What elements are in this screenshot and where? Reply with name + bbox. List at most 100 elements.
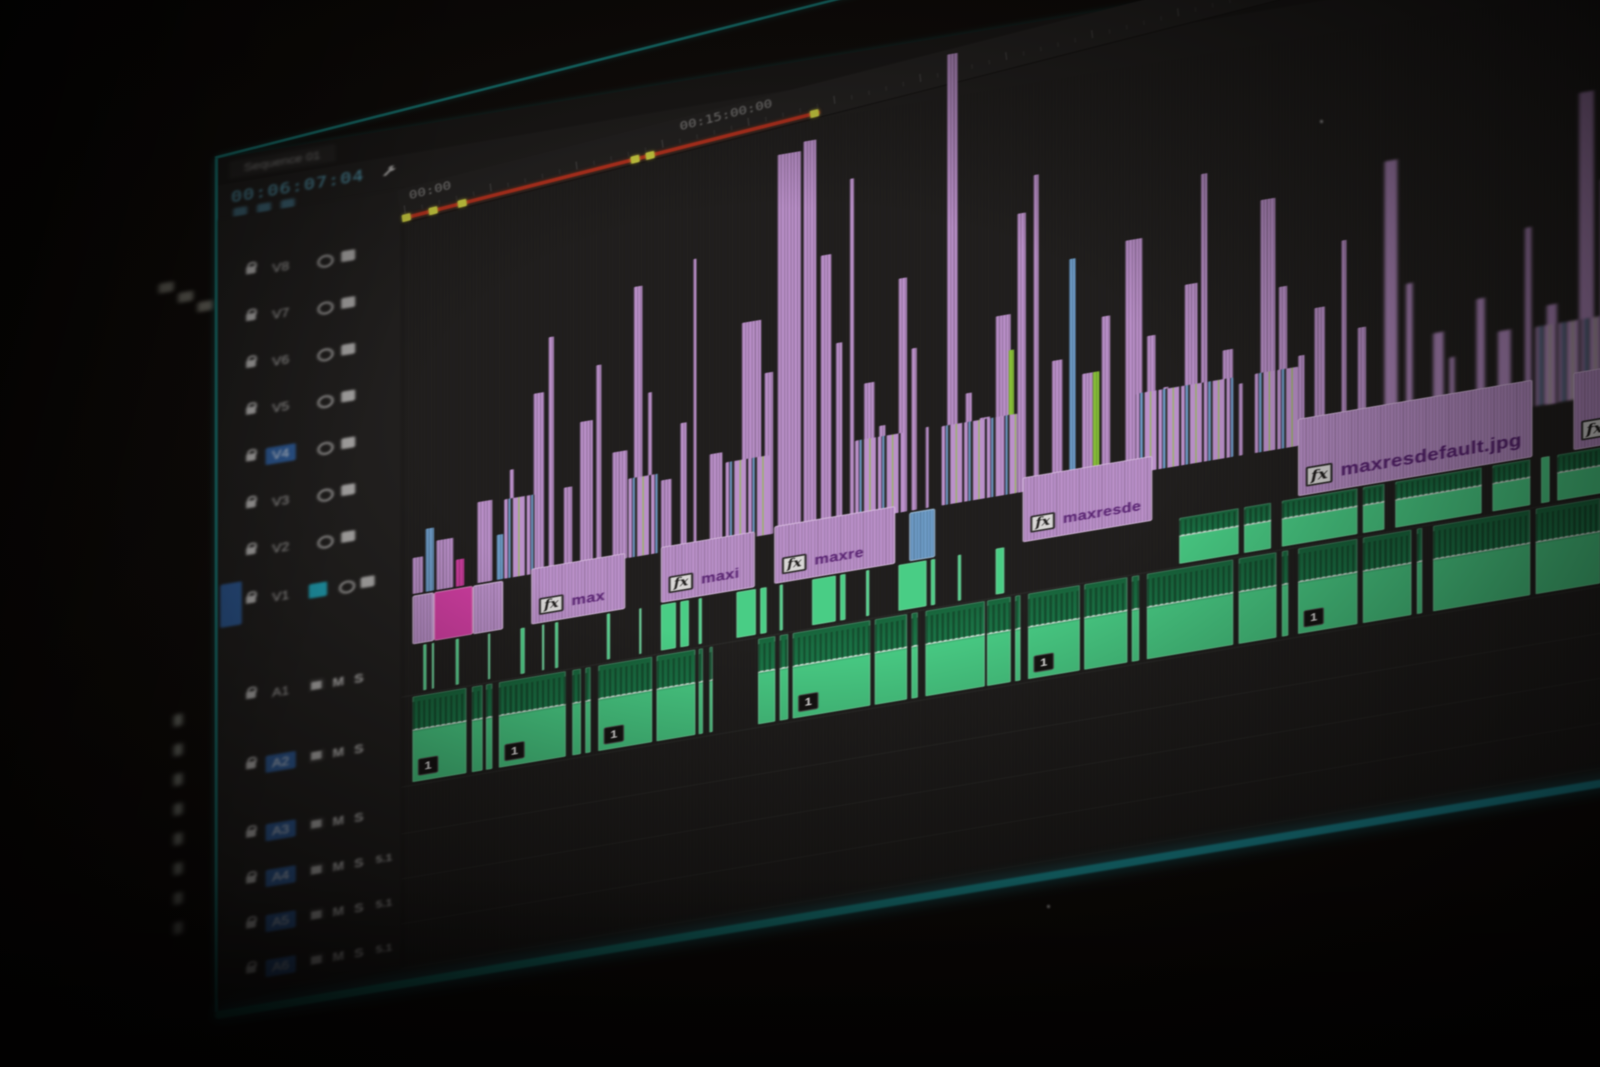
audio-clip[interactable] xyxy=(898,560,926,611)
track-lock-icon[interactable] xyxy=(246,761,256,770)
sync-lock-icon[interactable] xyxy=(309,863,324,877)
audio-clip[interactable] xyxy=(488,633,490,679)
sync-lock-icon[interactable] xyxy=(341,483,355,496)
stacked-clip-bar[interactable] xyxy=(850,178,854,521)
audio-clip[interactable] xyxy=(709,646,712,732)
audio-clip[interactable] xyxy=(699,648,703,734)
audio-clip[interactable] xyxy=(456,639,459,685)
stacked-clip-bar[interactable] xyxy=(836,342,842,523)
audio-clip[interactable] xyxy=(555,622,558,668)
solo-button[interactable]: S xyxy=(354,901,363,916)
track-target-button-a3[interactable]: A3 xyxy=(266,819,296,841)
solo-button[interactable]: S xyxy=(354,741,363,756)
track-lock-icon[interactable] xyxy=(246,453,256,462)
timeline-clip[interactable] xyxy=(434,586,473,641)
solo-button[interactable]: S xyxy=(354,671,363,686)
thin-clip-cluster[interactable] xyxy=(1001,414,1017,496)
solo-button[interactable]: S xyxy=(354,810,363,825)
stacked-clip-bar[interactable] xyxy=(803,139,816,528)
audio-clip[interactable] xyxy=(607,613,610,659)
audio-clip[interactable] xyxy=(1363,530,1412,624)
track-target-button-v3[interactable]: V3 xyxy=(266,490,296,512)
v1-source-indicator[interactable] xyxy=(309,581,327,598)
track-lock-icon[interactable] xyxy=(246,546,256,555)
sequence-marker[interactable] xyxy=(810,109,819,118)
stacked-clip-bar[interactable] xyxy=(1101,315,1110,478)
track-lock-icon[interactable] xyxy=(246,595,256,604)
track-target-button-a2[interactable]: A2 xyxy=(266,751,296,773)
stacked-clip-bar[interactable] xyxy=(1239,383,1243,456)
toggle-track-output-eye-icon[interactable] xyxy=(317,441,333,456)
audio-clip[interactable] xyxy=(699,598,702,644)
track-target-button-a1[interactable]: A1 xyxy=(266,681,296,703)
sync-lock-icon[interactable] xyxy=(341,343,355,356)
track-target-button-v6[interactable]: V6 xyxy=(266,349,296,371)
fx-badge[interactable]: fx xyxy=(668,572,693,593)
stacked-clip-bar[interactable] xyxy=(564,486,573,568)
audio-clip[interactable] xyxy=(1015,595,1020,681)
audio-clip[interactable] xyxy=(472,685,483,772)
track-lock-icon[interactable] xyxy=(246,312,256,321)
track-lock-icon[interactable] xyxy=(246,266,256,275)
stacked-clip-bar[interactable] xyxy=(1384,159,1397,431)
track-target-button-v7[interactable]: V7 xyxy=(266,303,296,325)
timeline-settings-wrench-icon[interactable] xyxy=(380,163,397,185)
track-target-button-v8[interactable]: V8 xyxy=(266,256,296,278)
audio-clip[interactable] xyxy=(1084,577,1127,670)
stacked-clip-bar[interactable] xyxy=(533,392,544,574)
sequence-marker[interactable] xyxy=(645,151,654,160)
audio-clip[interactable] xyxy=(1147,559,1233,659)
mute-button[interactable]: M xyxy=(333,949,345,964)
toggle-track-output-eye-icon[interactable] xyxy=(317,300,333,315)
stacked-clip-bar[interactable] xyxy=(425,527,434,591)
audio-clip[interactable] xyxy=(680,600,689,647)
timeline-clip[interactable] xyxy=(473,581,503,635)
sync-lock-icon[interactable] xyxy=(309,678,324,692)
track-lock-icon[interactable] xyxy=(246,359,256,368)
fx-badge[interactable]: fx xyxy=(782,553,807,574)
sync-lock-icon[interactable] xyxy=(341,249,355,262)
stacked-clip-bar[interactable] xyxy=(925,427,928,509)
audio-clip[interactable] xyxy=(1179,508,1238,564)
track-lock-icon[interactable] xyxy=(246,965,256,974)
audio-clip[interactable] xyxy=(1244,503,1271,553)
audio-clip[interactable]: 1 xyxy=(499,671,566,768)
sync-lock-icon[interactable] xyxy=(309,748,324,762)
audio-clip[interactable] xyxy=(486,683,492,770)
stacked-clip-bar[interactable] xyxy=(412,556,423,594)
toggle-track-output-eye-icon[interactable] xyxy=(317,394,333,409)
audio-clip[interactable] xyxy=(1536,498,1600,594)
fx-badge[interactable]: fx xyxy=(539,594,564,615)
track-lock-icon[interactable] xyxy=(246,690,256,699)
sync-lock-icon[interactable] xyxy=(309,817,324,831)
track-target-button-v2[interactable]: V2 xyxy=(266,537,296,559)
mute-button[interactable]: M xyxy=(333,859,345,874)
track-target-button-a6[interactable]: A6 xyxy=(266,955,296,977)
audio-clip[interactable] xyxy=(1132,575,1140,662)
audio-clip[interactable] xyxy=(657,649,696,741)
sync-lock-icon[interactable] xyxy=(309,908,324,922)
audio-clip[interactable]: 1 xyxy=(412,688,466,783)
audio-clip[interactable] xyxy=(760,587,766,634)
audio-clip[interactable] xyxy=(1417,528,1422,614)
audio-clip[interactable] xyxy=(958,554,961,600)
audio-clip[interactable] xyxy=(1239,552,1277,644)
sequence-marker[interactable] xyxy=(457,199,466,208)
audio-clip[interactable] xyxy=(987,597,1011,686)
stacked-clip-bar[interactable] xyxy=(596,364,601,563)
timeline-clip[interactable] xyxy=(412,592,434,644)
stacked-clip-bar[interactable] xyxy=(1052,359,1063,487)
track-target-button-v1[interactable]: V1 xyxy=(266,585,296,607)
audio-clip[interactable] xyxy=(423,644,426,690)
audio-clip[interactable] xyxy=(911,612,917,699)
stacked-clip-bar[interactable] xyxy=(693,259,696,548)
track-lock-icon[interactable] xyxy=(246,875,256,884)
audio-clip[interactable] xyxy=(1282,550,1288,637)
audio-clip[interactable] xyxy=(1557,445,1600,501)
track-lock-icon[interactable] xyxy=(246,920,256,929)
audio-clip[interactable] xyxy=(639,608,641,654)
thin-clip-cluster[interactable] xyxy=(726,455,769,541)
stacked-clip-bar[interactable] xyxy=(1341,240,1346,439)
audio-clip[interactable] xyxy=(585,667,590,753)
sync-lock-icon[interactable] xyxy=(309,953,324,967)
